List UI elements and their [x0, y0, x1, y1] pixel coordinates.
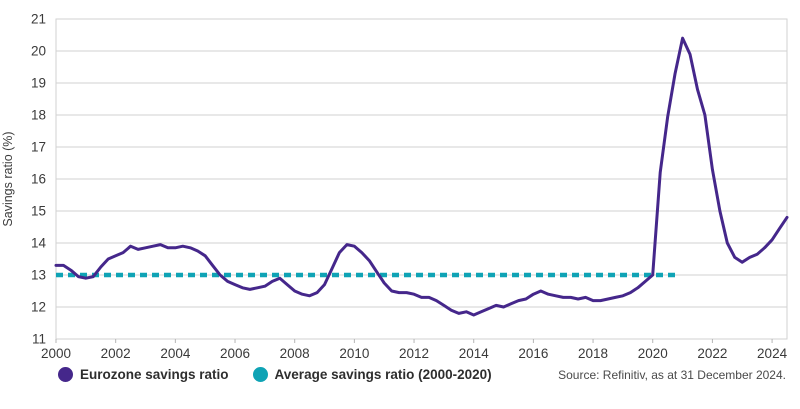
x-tick-label: 2014	[459, 346, 490, 361]
x-tick-label: 2012	[399, 346, 429, 361]
legend-label-eurozone: Eurozone savings ratio	[80, 367, 229, 382]
y-tick-label: 15	[31, 204, 46, 219]
y-axis-title: Savings ratio (%)	[1, 131, 15, 226]
legend-dot-average-icon	[252, 367, 268, 382]
chart-plot-area: 11 12 13 14 15 16 17 18 19 20 21 2000 2002 2004 2006 20…	[1, 12, 789, 361]
y-tick-label: 18	[31, 108, 46, 123]
legend-dot-eurozone-icon	[58, 367, 73, 382]
x-tick-label: 2010	[339, 346, 369, 361]
y-tick-label: 20	[31, 44, 46, 59]
eurozone-savings-line	[54, 36, 789, 317]
x-tick-label: 2020	[638, 346, 668, 361]
y-tick-label: 11	[32, 332, 46, 347]
x-tick-label: 2004	[160, 346, 191, 361]
y-tick-label: 12	[31, 300, 46, 315]
y-tick-label: 19	[31, 76, 46, 91]
x-tick-label: 2016	[518, 346, 548, 361]
y-tick-label: 21	[31, 12, 46, 27]
x-tick-label: 2000	[41, 346, 71, 361]
y-tick-label: 13	[31, 268, 46, 283]
y-tick-label: 17	[31, 140, 46, 155]
legend-item-eurozone: Eurozone savings ratio	[58, 367, 229, 382]
x-tick-label: 2008	[280, 346, 310, 361]
legend-label-average: Average savings ratio (2000-2020)	[274, 367, 492, 382]
x-tick-label: 2002	[101, 346, 131, 361]
y-tick-label: 14	[31, 236, 47, 251]
x-tick-label: 2022	[697, 346, 727, 361]
plot-border	[55, 18, 788, 340]
x-tick-label: 2024	[757, 346, 788, 361]
chart-legend: Eurozone savings ratio Average savings r…	[58, 367, 492, 382]
y-tick-label: 16	[31, 172, 46, 187]
chart-footer: Eurozone savings ratio Average savings r…	[0, 365, 800, 382]
legend-item-average: Average savings ratio (2000-2020)	[252, 367, 492, 382]
x-tick-label: 2006	[220, 346, 250, 361]
source-note: Source: Refinitiv, as at 31 December 202…	[558, 367, 786, 382]
x-tick-label: 2018	[578, 346, 608, 361]
